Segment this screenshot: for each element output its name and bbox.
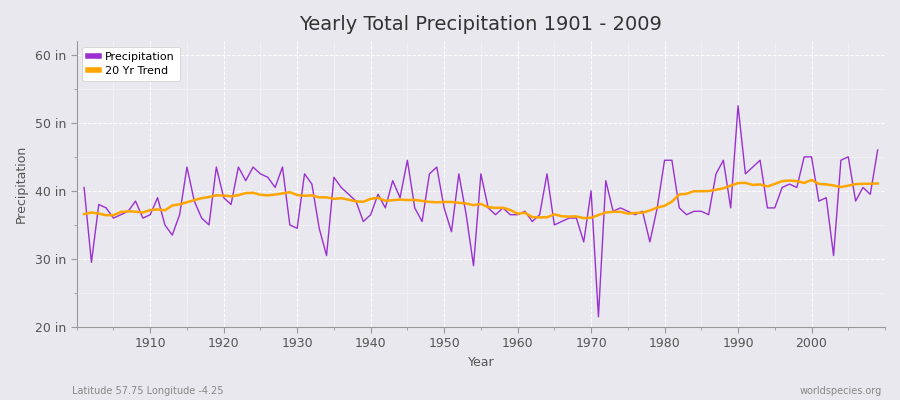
20 Yr Trend [299,194,310,198]
20 Yr Trend [343,197,354,202]
Precipitation [343,192,354,197]
Title: Yearly Total Precipitation 1901 - 2009: Yearly Total Precipitation 1901 - 2009 [300,15,662,34]
Precipitation [512,212,523,217]
20 Yr Trend [872,181,883,186]
20 Yr Trend [579,216,590,220]
Precipitation [593,314,604,319]
20 Yr Trend [505,208,516,212]
20 Yr Trend [512,211,523,216]
Y-axis label: Precipitation: Precipitation [15,145,28,223]
Precipitation [608,209,618,214]
20 Yr Trend [78,212,89,216]
Precipitation [733,103,743,108]
Precipitation [78,185,89,190]
Legend: Precipitation, 20 Yr Trend: Precipitation, 20 Yr Trend [82,47,180,81]
20 Yr Trend [806,178,817,182]
20 Yr Trend [608,210,618,214]
Precipitation [138,216,148,220]
20 Yr Trend [138,210,148,215]
Precipitation [299,172,310,176]
Line: 20 Yr Trend: 20 Yr Trend [84,180,878,218]
Text: Latitude 57.75 Longitude -4.25: Latitude 57.75 Longitude -4.25 [72,386,223,396]
X-axis label: Year: Year [468,356,494,369]
Line: Precipitation: Precipitation [84,106,878,317]
Text: worldspecies.org: worldspecies.org [800,386,882,396]
Precipitation [505,212,516,217]
Precipitation [872,148,883,152]
